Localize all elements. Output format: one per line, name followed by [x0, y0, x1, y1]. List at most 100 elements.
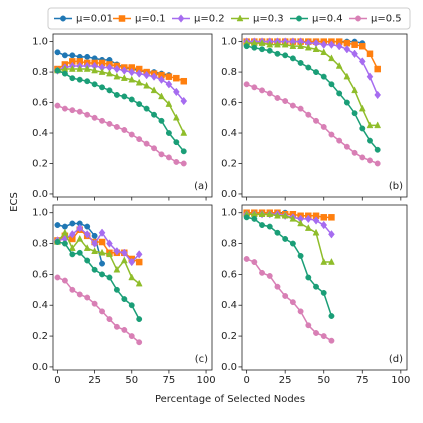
marker — [305, 64, 312, 71]
marker — [99, 260, 105, 267]
series-line — [56, 231, 140, 285]
x-tick-label: 0 — [54, 375, 60, 386]
marker — [243, 43, 250, 50]
marker — [274, 211, 281, 219]
y-tick-label: 0.4 — [32, 128, 48, 139]
legend-box — [47, 7, 411, 30]
marker — [113, 123, 120, 130]
marker — [328, 337, 335, 344]
marker — [128, 302, 135, 309]
marker — [289, 55, 296, 62]
marker — [120, 74, 128, 81]
marker — [289, 214, 297, 222]
marker — [274, 229, 281, 236]
marker — [54, 274, 61, 281]
marker — [61, 240, 68, 247]
marker — [374, 65, 381, 73]
marker — [259, 87, 265, 94]
marker — [143, 105, 150, 112]
marker — [165, 80, 173, 89]
marker — [343, 45, 351, 54]
marker — [91, 66, 99, 74]
marker — [121, 93, 128, 100]
marker — [243, 214, 250, 221]
marker — [120, 256, 128, 264]
marker — [374, 121, 382, 129]
marker — [84, 78, 91, 85]
marker — [98, 228, 106, 237]
marker — [143, 140, 150, 147]
axes-frame — [52, 33, 213, 198]
marker — [113, 72, 121, 80]
y-tick-label: 0.4 — [32, 300, 48, 311]
marker — [69, 75, 76, 82]
y-tick-label: 0.8 — [221, 239, 237, 250]
y-tick-label: 1.0 — [221, 37, 237, 48]
marker — [304, 43, 312, 51]
marker — [69, 286, 76, 293]
y-tick-label: 1.0 — [221, 208, 237, 219]
y-tick-label: 0.4 — [221, 128, 237, 139]
marker — [297, 252, 304, 259]
marker — [99, 271, 105, 278]
marker — [136, 101, 143, 108]
marker — [236, 14, 244, 22]
marker — [69, 52, 76, 59]
marker — [259, 222, 265, 228]
marker — [61, 105, 68, 112]
marker — [128, 257, 136, 267]
marker — [91, 114, 98, 121]
marker — [84, 223, 91, 230]
x-tick-label: 100 — [197, 375, 216, 386]
marker — [69, 251, 76, 258]
marker — [320, 123, 327, 130]
marker — [251, 84, 258, 91]
marker — [359, 125, 366, 132]
marker — [297, 42, 305, 49]
marker — [76, 249, 83, 256]
marker — [99, 84, 105, 91]
marker — [165, 130, 172, 136]
marker — [328, 54, 335, 62]
marker — [76, 234, 84, 242]
marker — [282, 235, 289, 242]
marker — [91, 300, 98, 307]
y-tick-label: 0.4 — [221, 300, 237, 311]
marker — [60, 15, 66, 22]
x-tick-label: 50 — [317, 375, 330, 386]
marker — [173, 159, 180, 165]
marker — [266, 210, 274, 218]
marker — [76, 108, 83, 115]
marker — [91, 232, 98, 239]
marker — [281, 211, 289, 219]
marker — [180, 148, 187, 155]
marker — [61, 70, 68, 77]
marker — [180, 96, 188, 106]
marker — [358, 104, 366, 112]
marker — [313, 283, 319, 290]
marker — [259, 269, 265, 276]
y-tick-label: 0.8 — [32, 67, 48, 78]
marker — [76, 291, 83, 298]
marker — [91, 266, 98, 273]
marker — [113, 91, 120, 98]
marker — [289, 299, 296, 306]
x-tick-label: 25 — [279, 375, 292, 386]
marker — [84, 53, 91, 60]
y-tick-label: 0.2 — [32, 331, 48, 342]
marker — [150, 86, 158, 94]
marker — [351, 110, 358, 117]
marker — [312, 45, 320, 52]
marker — [99, 308, 105, 315]
marker — [173, 139, 180, 146]
y-axis-label: ECS — [9, 192, 20, 212]
marker — [113, 323, 120, 330]
marker — [358, 57, 366, 66]
marker — [135, 69, 143, 78]
marker — [313, 117, 319, 124]
marker — [251, 259, 258, 266]
marker — [266, 40, 274, 48]
marker — [289, 102, 296, 109]
marker — [165, 100, 173, 107]
marker — [266, 223, 273, 230]
